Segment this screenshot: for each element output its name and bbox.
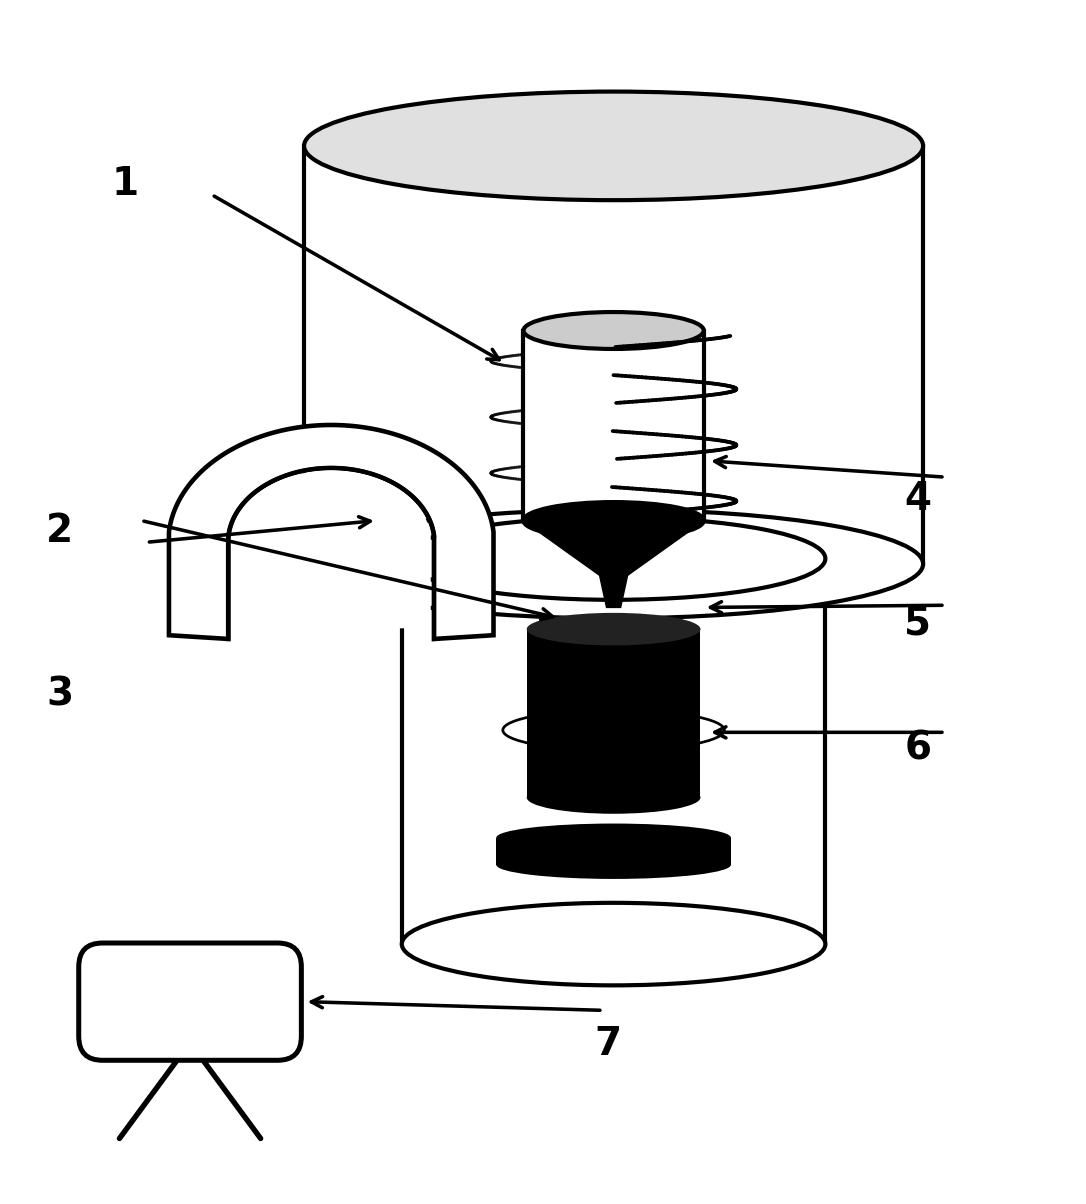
- Ellipse shape: [496, 851, 731, 879]
- Ellipse shape: [527, 613, 700, 645]
- Polygon shape: [527, 630, 700, 797]
- Ellipse shape: [402, 903, 825, 985]
- Polygon shape: [599, 574, 628, 608]
- Polygon shape: [402, 559, 825, 944]
- Polygon shape: [169, 425, 493, 639]
- Text: 6: 6: [905, 730, 931, 768]
- Ellipse shape: [527, 781, 700, 814]
- Text: 4: 4: [905, 480, 931, 518]
- Ellipse shape: [496, 824, 731, 851]
- Text: 5: 5: [905, 604, 931, 643]
- Text: 7: 7: [595, 1025, 621, 1063]
- Polygon shape: [231, 471, 431, 628]
- Text: 1: 1: [112, 165, 138, 203]
- Ellipse shape: [304, 509, 923, 619]
- Ellipse shape: [304, 92, 923, 200]
- Polygon shape: [523, 520, 704, 574]
- Polygon shape: [523, 331, 704, 520]
- Polygon shape: [496, 838, 731, 864]
- Ellipse shape: [402, 518, 825, 600]
- Ellipse shape: [523, 312, 704, 349]
- FancyBboxPatch shape: [79, 943, 301, 1061]
- Ellipse shape: [523, 502, 704, 539]
- Text: 2: 2: [47, 513, 73, 550]
- Polygon shape: [304, 146, 923, 563]
- Ellipse shape: [523, 502, 704, 539]
- Text: 3: 3: [47, 675, 73, 713]
